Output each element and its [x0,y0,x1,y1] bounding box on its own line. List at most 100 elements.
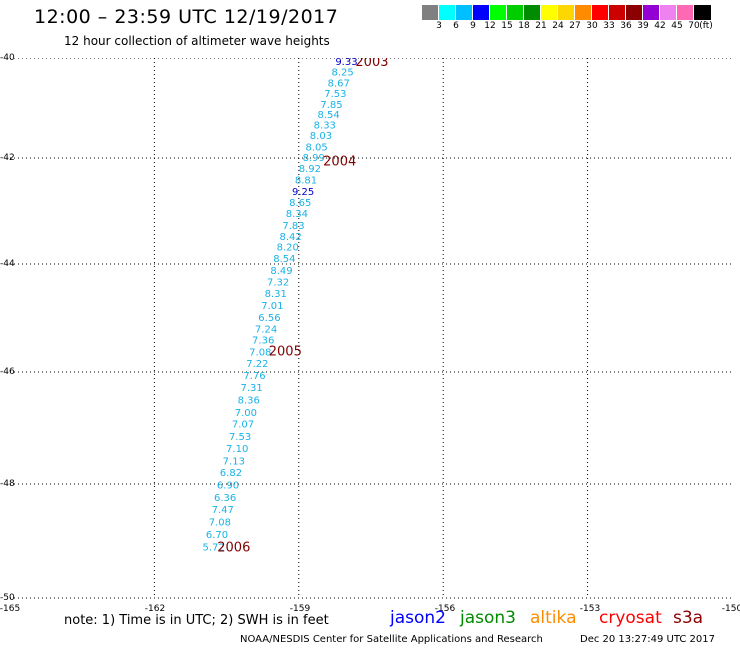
time-marker-label: 2006 [217,541,250,556]
color-legend-swatch [626,5,643,20]
wave-height-label: 7.08 [249,347,271,358]
y-tick-label: -44 [0,259,15,269]
color-legend-label: 33 [603,21,615,31]
wave-height-label: 7.24 [255,324,277,335]
wave-height-label: 7.53 [324,89,346,100]
wave-height-label: 7.01 [261,301,283,312]
satellite-jason2-label: jason2 [390,608,446,628]
wave-height-label: 8.25 [331,68,353,79]
satellite-cryosat-label: cryosat [599,608,662,628]
color-legend-swatch [558,5,575,20]
wave-height-label: 7.00 [235,408,257,419]
wave-height-label: 7.53 [229,432,251,443]
color-legend-swatch [422,5,439,20]
wave-height-label: 8.54 [273,254,295,265]
wave-height-label: 8.42 [279,232,301,243]
wave-height-label: 8.54 [318,110,340,121]
x-tick-label: -159 [289,604,311,614]
y-tick-label: -40 [0,53,15,63]
color-legend-label: 18 [518,21,530,31]
color-legend-label: 27 [569,21,581,31]
time-marker-label: 2005 [269,344,302,359]
wave-height-label: 8.03 [310,131,332,142]
wave-height-label: 7.13 [223,456,245,467]
generated-timestamp: Dec 20 13:27:49 UTC 2017 [580,634,715,645]
color-legend-label: 39 [637,21,649,31]
wave-height-label: 8.67 [328,79,350,90]
wave-height-label: 8.36 [238,395,260,406]
credit-line: NOAA/NESDIS Center for Satellite Applica… [240,634,543,645]
wave-height-label: 7.08 [209,518,231,529]
wave-height-label: 8.81 [295,176,317,187]
satellite-jason3-label: jason3 [460,608,516,628]
wave-height-label: 7.07 [232,420,254,431]
color-legend-swatch [524,5,541,20]
color-legend-swatch [507,5,524,20]
color-legend-swatch [643,5,660,20]
x-tick-label: -156 [434,604,456,614]
wave-height-label: 7.85 [320,100,342,111]
color-legend-label: 12 [484,21,496,31]
wave-height-label: 8.34 [286,209,308,220]
y-tick-label: -48 [0,479,15,489]
page-title: 12:00 – 23:59 UTC 12/19/2017 [34,6,339,28]
wave-height-label: 7.47 [212,505,234,516]
footnote: note: 1) Time is in UTC; 2) SWH is in fe… [64,613,329,628]
color-legend-label: 45 [671,21,683,31]
x-tick-label: -165 [0,604,21,614]
color-legend-swatch [490,5,507,20]
color-legend-swatch [473,5,490,20]
wave-height-label: 8.65 [289,198,311,209]
color-legend-label: 21 [535,21,547,31]
wave-height-label: 7.83 [282,221,304,232]
wave-height-label: 8.99 [303,153,325,164]
color-legend-labels: 3 6 9 12 15 18 21 24 27 30 33 36 39 42 45 70 (ft) [422,21,740,33]
color-legend-swatch [456,5,473,20]
wave-height-label: 6.36 [214,493,236,504]
color-legend-label: 15 [501,21,513,31]
color-legend-swatch [541,5,558,20]
wave-height-label: 8.20 [277,243,299,254]
satellite-s3a-label: s3a [673,608,704,628]
color-legend-swatch [592,5,609,20]
wave-height-label: 6.70 [206,530,228,541]
wave-height-label: 6.82 [220,468,242,479]
y-tick-label: -42 [0,153,15,163]
wave-height-label: 7.22 [246,359,268,370]
color-legend-label: 24 [552,21,564,31]
time-marker-label: 2004 [323,155,356,170]
color-legend-swatch [609,5,626,20]
color-legend-label: 70 [688,21,700,31]
wave-height-label: 8.05 [305,143,327,154]
color-legend-label: 6 [453,21,459,31]
color-legend-label: 36 [620,21,632,31]
wave-height-label: 7.76 [243,371,265,382]
color-legend-label: 9 [470,21,476,31]
wave-height-label: 7.32 [267,277,289,288]
color-legend-label: (ft) [699,21,713,31]
wave-height-label: 9.33 [335,58,357,68]
x-tick-label: -162 [144,604,166,614]
wave-height-label: 7.36 [252,336,274,347]
color-legend-label: 3 [436,21,442,31]
wave-height-label: 6.90 [217,481,239,492]
wave-height-label: 9.25 [292,187,314,198]
color-legend-swatch [660,5,677,20]
y-tick-label: -50 [0,593,15,603]
altimeter-map: 9.338.258.677.537.858.548.338.038.058.99… [10,58,732,599]
satellite-altika-label: altika [530,608,577,628]
color-legend-swatch [677,5,694,20]
color-legend-swatch [694,5,711,20]
wave-height-label: 8.92 [299,164,321,175]
y-tick-label: -46 [0,367,15,377]
wave-height-label: 7.31 [240,383,262,394]
color-legend [422,5,711,20]
color-legend-swatch [439,5,456,20]
time-marker-label: 2003 [355,58,388,70]
wave-height-label: 5.72 [202,543,224,554]
color-legend-label: 42 [654,21,666,31]
wave-height-label: 8.49 [270,266,292,277]
wave-height-label: 8.33 [314,121,336,132]
color-legend-swatch [575,5,592,20]
x-tick-label: -150 [721,604,740,614]
